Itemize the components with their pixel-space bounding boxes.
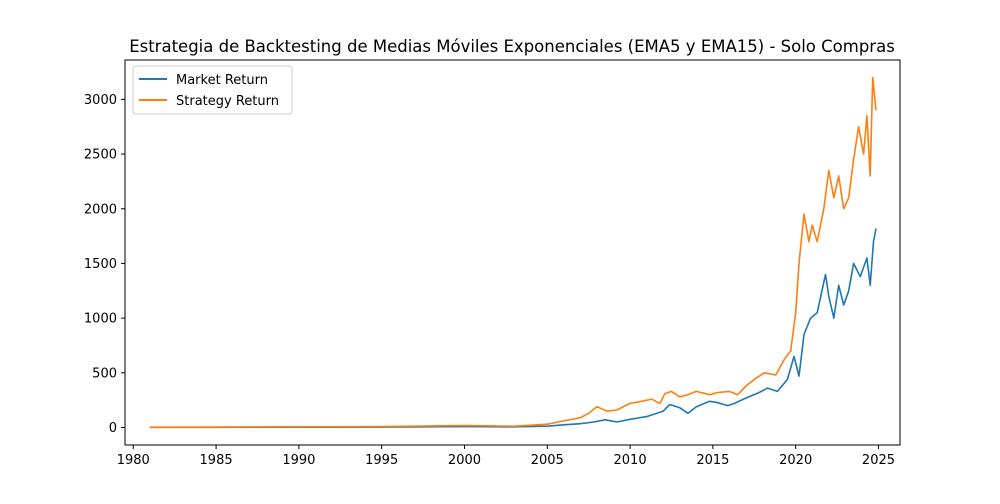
y-axis: 0 500 1000 1500 2000 2500 3000 xyxy=(84,93,125,436)
x-tick-label: 1995 xyxy=(365,453,398,468)
x-tick-label: 2020 xyxy=(779,453,812,468)
legend-box xyxy=(132,65,293,115)
legend: Market Return Strategy Return xyxy=(132,65,293,115)
series-line-market-return xyxy=(149,228,877,429)
y-tick-label: 500 xyxy=(92,366,117,381)
y-tick-label: 3000 xyxy=(84,93,117,108)
x-tick-label: 2000 xyxy=(448,453,481,468)
y-tick-label: 2500 xyxy=(84,148,117,163)
x-tick-label: 2015 xyxy=(696,453,729,468)
chart-title: Estrategia de Backtesting de Medias Móvi… xyxy=(129,37,895,56)
y-tick-label: 1000 xyxy=(84,312,117,327)
legend-label-strategy-return: Strategy Return xyxy=(176,94,279,109)
x-tick-label: 2010 xyxy=(614,453,647,468)
x-tick-label: 1985 xyxy=(200,453,233,468)
x-tick-label: 2005 xyxy=(531,453,564,468)
x-tick-label: 2025 xyxy=(862,453,895,468)
x-axis: 1980 1985 1990 1995 2000 2005 2010 2015 2020 2025 xyxy=(117,445,895,468)
axes-frame xyxy=(124,59,901,446)
x-tick-label: 1980 xyxy=(117,453,150,468)
series-layer xyxy=(149,76,877,429)
plot-area xyxy=(124,59,901,446)
x-tick-label: 1990 xyxy=(282,453,315,468)
y-tick-label: 2000 xyxy=(84,202,117,217)
y-tick-label: 1500 xyxy=(84,257,117,272)
legend-label-market-return: Market Return xyxy=(176,73,268,88)
y-tick-label: 0 xyxy=(109,421,117,436)
series-line-strategy-return xyxy=(149,76,877,429)
